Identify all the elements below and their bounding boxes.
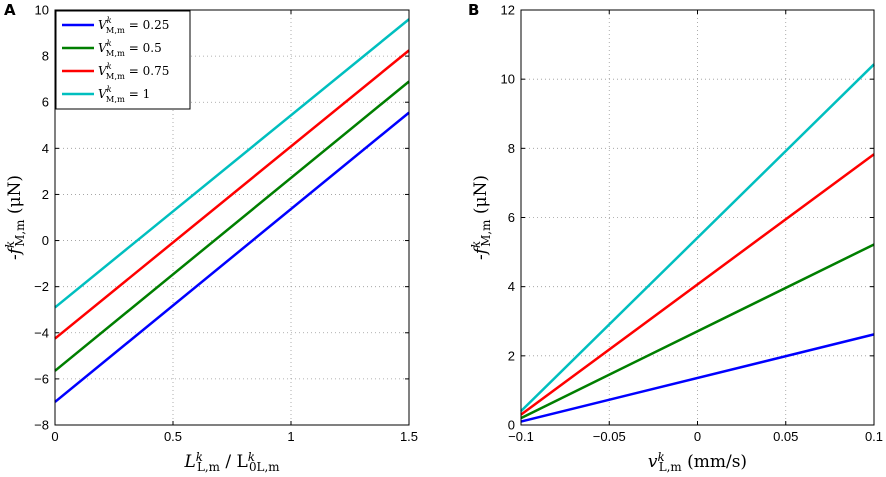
series-line-1 — [520, 333, 875, 423]
x-axis-label: vk L,m (mm/s) — [648, 450, 747, 474]
legend-box — [55, 10, 191, 110]
y-tick-label: 2 — [508, 348, 515, 363]
series-line-4 — [520, 63, 875, 413]
y-axis-label: -fkM,m (μN) — [469, 175, 493, 260]
y-tick-label: −4 — [34, 325, 49, 340]
legend-entry-2: Vk M,m = 0.5 — [98, 38, 162, 58]
x-tick-label: 0 — [51, 429, 58, 444]
x-tick-label: 0.1 — [865, 429, 883, 444]
legend-entry-3: Vk M,m = 0.75 — [98, 61, 169, 81]
x-tick-label: 1.5 — [400, 429, 418, 444]
y-tick-label: 4 — [42, 141, 49, 156]
y-tick-label: −2 — [34, 279, 49, 294]
series-line-3 — [54, 49, 410, 340]
y-tick-label: 8 — [508, 141, 515, 156]
x-tick-label: 1 — [287, 429, 294, 444]
y-tick-label: 10 — [501, 72, 515, 87]
y-tick-label: 0 — [508, 418, 515, 433]
y-tick-label: 0 — [42, 233, 49, 248]
series-line-2 — [520, 243, 875, 420]
x-tick-label: 0.5 — [164, 429, 182, 444]
x-axis-label: Lk L,m / Lk 0L,m — [183, 450, 279, 474]
panel-letter: A — [4, 1, 16, 19]
x-tick-label: −0.1 — [508, 429, 534, 444]
legend-entry-4: Vk M,m = 1 — [98, 84, 150, 104]
series-line-4 — [54, 18, 410, 309]
axes-frame — [54, 9, 410, 426]
y-tick-label: 2 — [42, 187, 49, 202]
y-tick-label: 6 — [42, 95, 49, 110]
series-line-3 — [520, 153, 875, 416]
y-tick-label: −8 — [34, 418, 49, 433]
x-tick-label: 0 — [694, 429, 701, 444]
y-tick-label: 10 — [35, 3, 49, 18]
y-tick-label: 6 — [508, 210, 515, 225]
y-tick-label: 8 — [42, 49, 49, 64]
x-tick-label: −0.05 — [593, 429, 626, 444]
panel-b: −0.1 −0.05 0 0.05 0.1 0 2 4 6 8 10 12 Bvk L,m (mm/s) -… — [468, 1, 883, 474]
y-tick-label: 12 — [501, 3, 515, 18]
legend-entry-1: Vk M,m = 0.25 — [98, 15, 169, 35]
y-axis-label: -fkM,m (μN) — [3, 175, 27, 260]
series-line-2 — [54, 80, 410, 372]
series-line-1 — [54, 111, 410, 403]
legend: Vk M,m = 0.25 Vk M,m = 0.5 Vk M,m = 0.75 Vk M,m… — [55, 10, 191, 110]
y-tick-label: 4 — [508, 279, 515, 294]
x-tick-label: 0.05 — [773, 429, 798, 444]
panel-a: 0 0.5 1 1.5 −8 −6 −4 −2 0 2 4 6 8 10 A Lk L,m / Lk 0L,m -f… — [3, 1, 418, 474]
panel-letter: B — [468, 1, 479, 19]
y-tick-label: −6 — [34, 371, 49, 386]
